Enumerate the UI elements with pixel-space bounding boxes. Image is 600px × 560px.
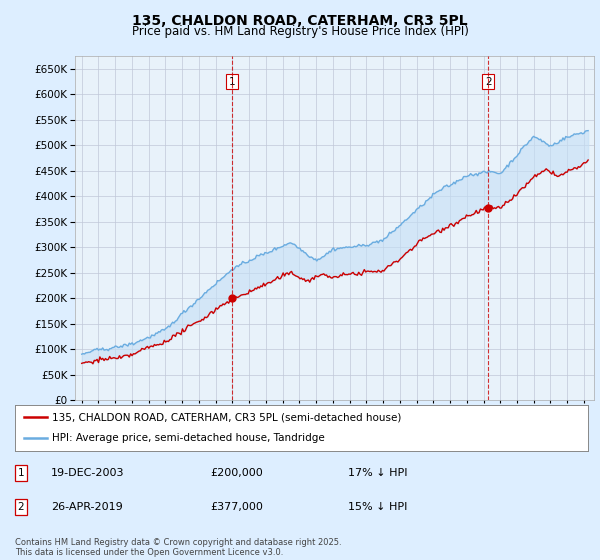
Text: 2: 2 — [485, 77, 491, 86]
Text: 2: 2 — [17, 502, 25, 512]
Text: £377,000: £377,000 — [210, 502, 263, 512]
Text: 15% ↓ HPI: 15% ↓ HPI — [348, 502, 407, 512]
Text: 26-APR-2019: 26-APR-2019 — [51, 502, 123, 512]
Text: 135, CHALDON ROAD, CATERHAM, CR3 5PL: 135, CHALDON ROAD, CATERHAM, CR3 5PL — [132, 14, 468, 28]
Text: HPI: Average price, semi-detached house, Tandridge: HPI: Average price, semi-detached house,… — [52, 433, 325, 444]
Text: 17% ↓ HPI: 17% ↓ HPI — [348, 468, 407, 478]
Text: 19-DEC-2003: 19-DEC-2003 — [51, 468, 125, 478]
Text: 1: 1 — [229, 77, 235, 86]
Text: 1: 1 — [17, 468, 25, 478]
Text: Contains HM Land Registry data © Crown copyright and database right 2025.
This d: Contains HM Land Registry data © Crown c… — [15, 538, 341, 557]
Text: Price paid vs. HM Land Registry's House Price Index (HPI): Price paid vs. HM Land Registry's House … — [131, 25, 469, 38]
Text: 135, CHALDON ROAD, CATERHAM, CR3 5PL (semi-detached house): 135, CHALDON ROAD, CATERHAM, CR3 5PL (se… — [52, 412, 401, 422]
Text: £200,000: £200,000 — [210, 468, 263, 478]
